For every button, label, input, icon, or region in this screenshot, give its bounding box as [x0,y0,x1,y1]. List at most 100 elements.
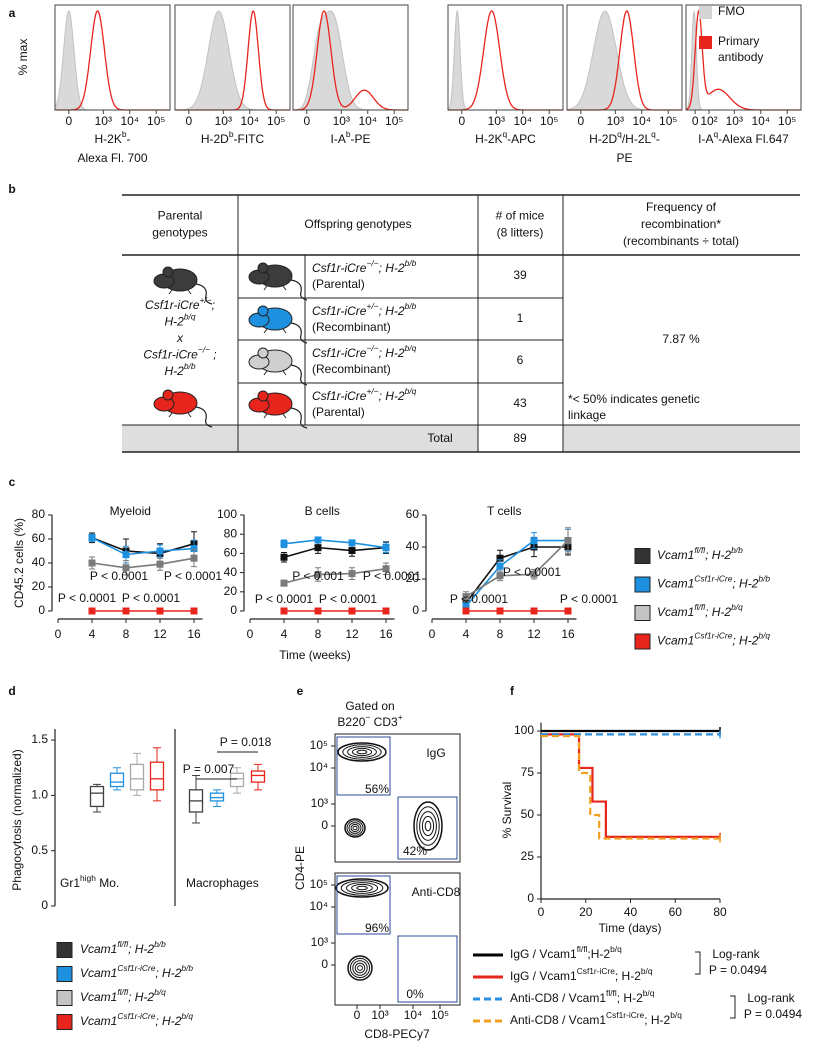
legend-label-part: b/b [758,574,770,584]
marker-label: H-2Kb- [94,129,130,146]
x-tick-label: 12 [345,627,359,641]
p-value: P < 0.0001 [122,591,180,605]
y-tick-label: 80 [32,507,46,521]
legend-label: FMO [718,4,745,18]
offspring-genotype-part: +/− [366,301,378,311]
contour [419,811,437,841]
mouse-ear [257,347,269,359]
parental-genotype-part: x [176,331,184,345]
offspring-genotype-part: Csf1r-iCre [312,389,367,403]
data-point [382,565,390,573]
legend-label-part: IgG / Vcam1 [510,947,577,961]
mouse-ear [162,266,174,278]
x-tick-label: 10⁵ [147,114,165,128]
contour [345,882,379,894]
mouse-ear [257,262,269,274]
contour [342,744,382,760]
legend-label-part: Vcam1 [657,548,694,562]
marker-label: I-Aq-Alexa Fl.647 [698,129,789,146]
data-point [496,554,504,562]
x-tick-label: 4 [89,627,96,641]
table-header: recombination* [641,217,721,231]
marker-label: H-2Dq/H-2Lq- [589,129,660,146]
p-value: P < 0.0001 [164,569,222,583]
x-axis-label: CD8-PECy7 [364,1027,430,1041]
offspring-genotype-part: −/− [366,343,378,353]
x-tick-label: 0 [577,114,584,128]
offspring-genotype-part: Csf1r-iCre [312,304,367,318]
fmo-histogram [566,10,682,111]
legend-swatch [56,966,73,982]
legend-label-part: b/b [154,939,166,949]
offspring-genotype-part: b/b [405,258,417,268]
x-tick-label: 16 [187,627,201,641]
legend-label-part: Vcam1 [80,990,117,1004]
data-point [462,593,470,601]
marker-label-part: I-A [330,132,345,146]
p-value: P < 0.0001 [363,569,421,583]
test-name: Log-rank [712,947,760,961]
data-point [122,551,130,559]
contour [413,801,443,851]
data-point [122,607,130,615]
data-point [190,554,198,562]
x-tick-label: 0 [692,114,699,128]
legend-label: Vcam1Csf1r-iCre; H-2b/q [80,1011,193,1028]
data-point [348,570,356,578]
data-point [190,545,198,553]
footnote: *< 50% indicates genetic [568,392,700,406]
contour [344,818,366,838]
whisker-cap [254,763,262,791]
x-tick-label: 10³ [726,114,743,128]
mouse-icon [153,389,213,428]
survival-curve [541,734,720,840]
panel-label: c [9,475,16,489]
x-tick-label: 10³ [371,1008,388,1022]
offspring-genotype-part: −/− [366,258,378,268]
contour [421,815,435,837]
y-tick-label: 80 [224,526,238,540]
marker-label: Alexa Fl. 700 [77,151,147,165]
mouse-icon [153,266,213,305]
legend-label-part: Vcam1 [80,966,117,980]
offspring-genotype-part: Csf1r-iCre [312,261,367,275]
legend-label-part: fl/fl [694,545,706,555]
fmo-histogram [175,10,290,111]
data-point [382,607,390,615]
parental-genotype-part: b/b [184,361,196,371]
legend-swatch [699,36,712,49]
total-row-bg [122,425,478,452]
legend-label-part: ; H-2 [705,548,731,562]
box [229,772,245,788]
y-tick-label: 10⁴ [309,760,328,774]
x-tick-label: 0 [538,905,545,919]
x-tick-label: 10⁵ [778,114,796,128]
offspring-genotype: Csf1r-iCre+/−; H-2b/b [312,301,417,318]
x-tick-label: 12 [527,627,541,641]
gate-population-part: + [398,712,403,722]
marker-label-part: q [651,129,656,139]
antibody-histogram [293,10,408,111]
legend-label: Vcam1fl/fl; H-2b/q [80,987,166,1004]
y-tick-label: 100 [514,723,534,737]
y-axis-label: CD45.2 cells (%) [12,518,26,608]
mice-count: 39 [513,268,527,282]
marker-label-part: -Alexa Fl.647 [718,132,789,146]
legend-label-part: fl/fl [606,988,617,998]
table-header: (8 litters) [497,226,544,240]
legend-label: antibody [718,50,763,64]
y-tick-label: 25 [521,849,535,863]
data-point [156,607,164,615]
mouse-tail [290,279,308,301]
parental-genotype: H-2b/q [165,312,196,329]
gate [397,796,458,860]
contour [350,823,360,833]
group-label: Macrophages [186,876,259,890]
marker-label-part: H-2K [475,132,502,146]
y-tick-label: 10⁵ [310,877,328,891]
legend-label-part: Csf1r-iCre [117,1011,155,1021]
data-point [314,607,322,615]
legend-swatch [56,1014,73,1030]
panel-label: a [9,6,16,20]
y-tick-label: 10⁴ [309,899,328,913]
